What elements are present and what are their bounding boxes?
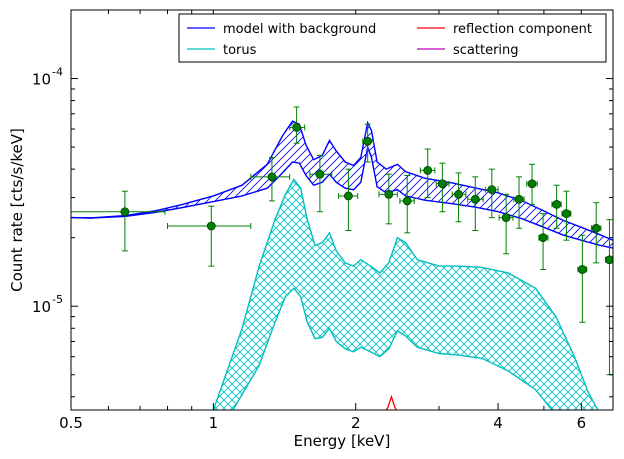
data-point-21 [590,202,602,264]
model-with-background-band-fill [71,121,613,249]
data-marker [423,165,433,175]
data-point-17 [538,213,549,270]
data-point-15 [513,176,525,229]
data-point-13 [484,168,499,219]
y-axis-title: Count rate [cts/s/keV] [8,128,26,292]
x-tick-label: 4 [493,414,503,432]
y-tick-label: 10 [32,298,51,316]
data-point-10 [435,162,450,213]
data-marker [487,185,497,195]
data-point-5 [338,168,359,232]
y-tick-label: 10 [32,71,51,89]
data-point-9 [419,148,436,199]
x-tick-label: 6 [577,414,587,432]
x-tick-label: 1 [209,414,219,432]
data-marker [267,172,277,182]
data-point-2 [250,156,291,202]
data-point-3 [289,106,306,144]
legend-label-model: model with background [223,22,376,37]
x-axis-title: Energy [keV] [294,432,391,450]
legend-label-scattering: scattering [453,43,519,58]
torus-band-fill [213,179,598,410]
reflection-component-line [385,394,397,410]
torus-upper-line [212,178,599,410]
data-point-18 [551,184,562,229]
legend-box [178,13,607,63]
legend: model with background reflection compone… [178,13,607,63]
data-point-1 [167,205,252,267]
data-point-19 [561,190,572,241]
y-tick-label-exponent: -5 [52,293,63,306]
data-marker [577,265,587,274]
data-marker [384,189,394,199]
legend-label-torus: torus [223,43,257,58]
data-marker [343,191,353,201]
data-marker [605,255,613,265]
y-tick-label-exponent: -4 [52,66,63,79]
data-point-11 [451,172,467,223]
plot-area [71,106,613,410]
data-marker [527,179,537,189]
data-marker [591,223,601,233]
data-marker [454,189,463,199]
data-point-7 [378,173,398,225]
data-marker [120,207,130,217]
data-point-14 [498,193,514,255]
x-tick-label: 0.5 [59,414,83,432]
data-point-4 [309,154,333,213]
data-marker [501,213,511,223]
data-marker [538,233,548,243]
data-marker [552,199,562,209]
data-marker [437,179,447,189]
data-point-22 [605,219,613,376]
data-marker [292,123,302,132]
data-marker [206,221,216,231]
x-tick-label: 2 [351,414,361,432]
axis-ticks: 0.5 1 2 4 610-510-4 [32,9,614,432]
data-marker [315,169,325,179]
data-marker [402,196,412,206]
data-point-16 [526,163,538,205]
data-point-6 [362,123,374,163]
data-marker [470,194,480,204]
data-point-12 [467,176,484,232]
data-point-20 [577,234,588,323]
data-point-0 [71,190,166,252]
plot-frame [70,9,614,411]
data-marker [562,209,571,219]
data-point-8 [399,175,415,234]
torus-lower-line [232,287,553,410]
data-marker [514,194,524,204]
legend-label-reflection: reflection component [453,22,592,37]
data-marker [363,136,373,146]
